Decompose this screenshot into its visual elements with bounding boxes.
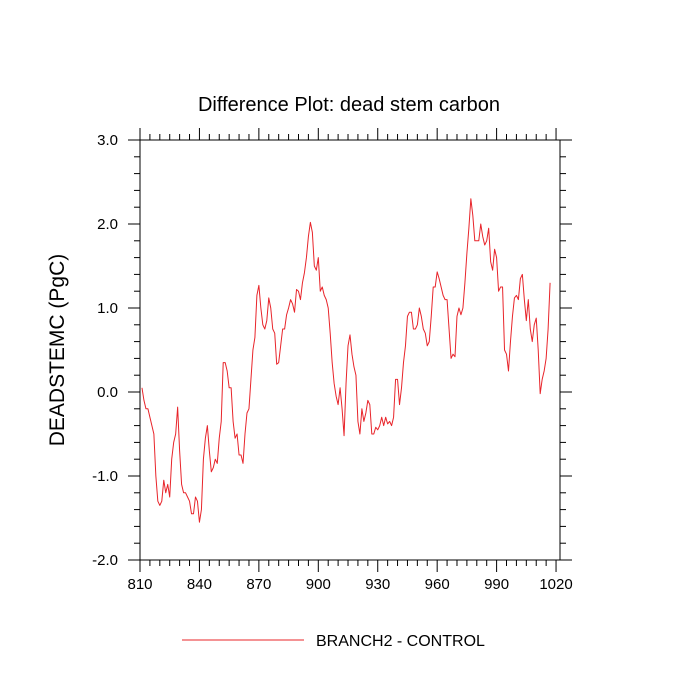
x-tick-label: 930 <box>365 576 390 593</box>
plot-area-frame <box>139 139 561 561</box>
axis-tick-labels: 810 840 870 900 930 960 990 1020 -2.0 -1.0 0.0 1.0 2… <box>92 132 573 593</box>
x-tick-label: 900 <box>306 576 331 593</box>
y-tick-label: 3.0 <box>97 132 118 149</box>
x-tick-label: 1020 <box>539 576 572 593</box>
y-axis-label: DEADSTEMC (PgC) <box>46 254 69 447</box>
series-line-branch2-control <box>141 198 551 523</box>
y-tick-label: -2.0 <box>92 552 118 569</box>
axis-ticks <box>128 128 572 572</box>
series-layer <box>141 198 551 523</box>
legend-label-branch2-control: BRANCH2 - CONTROL <box>316 633 485 650</box>
y-tick-label: -1.0 <box>92 468 118 485</box>
x-tick-label: 840 <box>187 576 212 593</box>
chart-title: Difference Plot: dead stem carbon <box>198 94 500 116</box>
x-tick-label: 810 <box>127 576 152 593</box>
y-tick-label: 0.0 <box>97 384 118 401</box>
legend: BRANCH2 - CONTROL <box>182 633 485 650</box>
y-tick-label: 1.0 <box>97 300 118 317</box>
y-tick-label: 2.0 <box>97 216 118 233</box>
x-tick-label: 990 <box>484 576 509 593</box>
x-tick-label: 960 <box>425 576 450 593</box>
x-tick-label: 870 <box>246 576 271 593</box>
